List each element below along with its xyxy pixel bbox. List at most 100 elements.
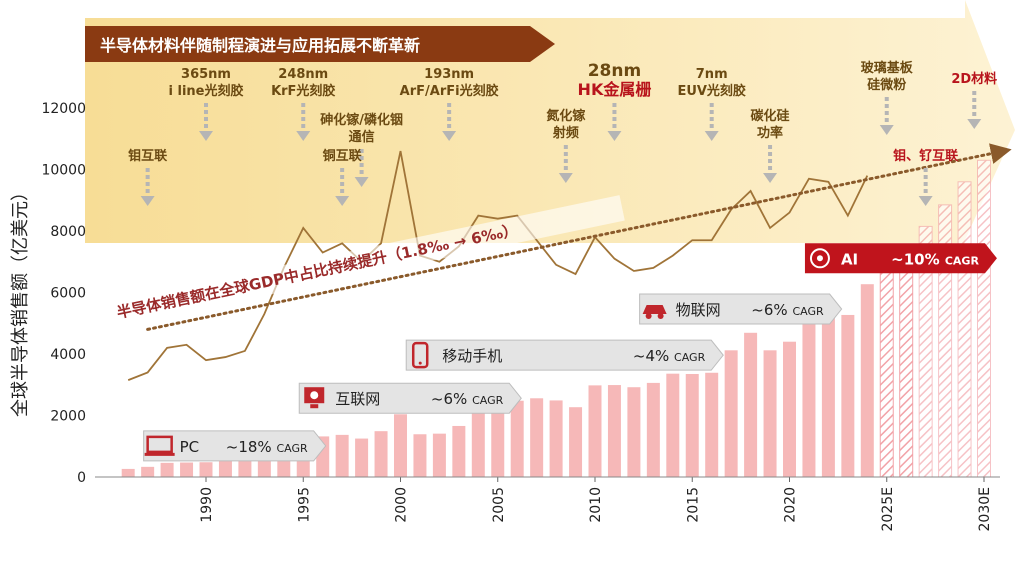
material-label: 钼、钌互联 <box>893 148 958 164</box>
y-tick-label: 10000 <box>41 163 86 179</box>
y-axis-label: 全球半导体销售额（亿美元） <box>10 183 31 417</box>
era-cagr: ~18% CAGR <box>226 438 308 456</box>
era-callout: 移动手机 ~4% CAGR <box>405 339 724 371</box>
sales-bar <box>705 372 719 477</box>
down-arrow-head <box>354 177 369 187</box>
sales-bar <box>491 406 505 477</box>
era-label: 移动手机 <box>442 347 502 365</box>
phone-icon <box>411 341 429 369</box>
down-arrow-head <box>335 196 350 206</box>
x-tick-label: 2010 <box>588 487 604 523</box>
sales-bar <box>355 438 369 477</box>
era-callout: 互联网 ~6% CAGR <box>298 382 522 414</box>
x-ticks: 1990 1995 2000 2005 2010 2015 2020 2025E 2030E <box>199 477 993 531</box>
application-eras: PC ~18% CAGR 互联网 ~6% CAGR 移动手机 ~4% CAGR 物联网 ~6%… <box>143 243 997 462</box>
material-label: EUV光刻胶 <box>677 83 746 99</box>
down-arrow-head <box>607 131 622 141</box>
sales-gdp-line <box>127 150 869 381</box>
era-label: AI <box>841 250 858 268</box>
bars <box>121 284 874 477</box>
sales-bar <box>607 385 621 477</box>
forecast-bar <box>879 264 894 478</box>
sales-bar <box>394 414 407 477</box>
material-label: 248nm <box>278 67 328 82</box>
sales-bar <box>471 411 485 477</box>
x-tick-label: 2000 <box>394 487 410 523</box>
x-tick-label: 2005 <box>491 487 507 523</box>
car-icon <box>642 305 667 320</box>
forecast-bar <box>957 181 972 478</box>
y-tick-label: 0 <box>77 470 86 486</box>
material-label: 玻璃基板 <box>861 60 914 76</box>
era-cagr: ~6% CAGR <box>431 390 504 408</box>
down-arrow-head <box>704 131 719 141</box>
sales-bar <box>666 373 680 477</box>
era-label: 互联网 <box>335 390 380 408</box>
material-label: 砷化镓/磷化铟 <box>320 112 403 128</box>
down-arrow-head <box>140 196 155 206</box>
x-tick-label: 2030E <box>977 487 993 531</box>
sales-bar <box>744 332 758 477</box>
material-label: 功率 <box>757 125 783 141</box>
sales-bar <box>860 284 874 477</box>
material-milestone: 2D材料 <box>951 71 997 129</box>
era-callout: AI ~10% CAGR <box>804 243 997 274</box>
chart-title: 半导体材料伴随制程演进与应用拓展不断革新 <box>100 36 420 55</box>
sales-bar <box>763 350 777 477</box>
y-tick-label: 12000 <box>41 101 86 117</box>
material-label: 硅微粉 <box>867 77 906 93</box>
sales-bar <box>569 407 583 477</box>
down-arrow-head <box>879 125 894 135</box>
down-arrow-head <box>199 131 213 141</box>
sales-bar <box>841 314 855 477</box>
sales-bar <box>802 306 816 477</box>
material-label: i line光刻胶 <box>169 83 244 99</box>
sales-bar <box>374 431 388 477</box>
material-label: 射频 <box>552 125 579 141</box>
x-tick-label: 2015 <box>685 487 701 523</box>
sales-bar <box>821 300 835 477</box>
material-label: 7nm <box>696 67 728 82</box>
y-ticks: 0 2000 4000 6000 8000 10000 12000 <box>41 101 86 486</box>
sales-bar <box>335 434 349 477</box>
forecast-bar <box>899 245 914 478</box>
down-arrow-head <box>442 131 457 141</box>
sales-bar <box>588 385 602 477</box>
sales-bar <box>432 433 446 477</box>
x-tick-label: 1995 <box>296 487 312 523</box>
sales-bar <box>199 462 213 477</box>
material-label: 28nm <box>588 61 641 81</box>
era-box <box>804 243 997 274</box>
x-tick-label: 1990 <box>199 487 215 523</box>
down-arrow-head <box>918 196 933 206</box>
sales-bar <box>549 400 563 477</box>
era-box <box>298 382 522 414</box>
material-label: 通信 <box>349 129 375 145</box>
sales-bar <box>160 462 174 477</box>
era-cagr: ~6% CAGR <box>751 301 824 319</box>
sales-bar <box>218 460 232 477</box>
era-callout: 物联网 ~6% CAGR <box>639 293 843 325</box>
material-milestone: 铜互联 <box>322 148 362 206</box>
title-banner: 半导体材料伴随制程演进与应用拓展不断革新 <box>85 26 555 62</box>
sales-bar <box>510 400 524 477</box>
era-box <box>143 430 327 462</box>
era-callout: PC ~18% CAGR <box>143 430 327 462</box>
sales-bar <box>724 350 738 477</box>
sales-bar <box>180 462 194 477</box>
laptop-icon <box>144 435 175 456</box>
material-label: 2D材料 <box>951 71 997 87</box>
material-label: KrF光刻胶 <box>271 83 335 99</box>
sales-gdp-polyline <box>127 150 869 381</box>
material-label: 193nm <box>424 67 474 82</box>
